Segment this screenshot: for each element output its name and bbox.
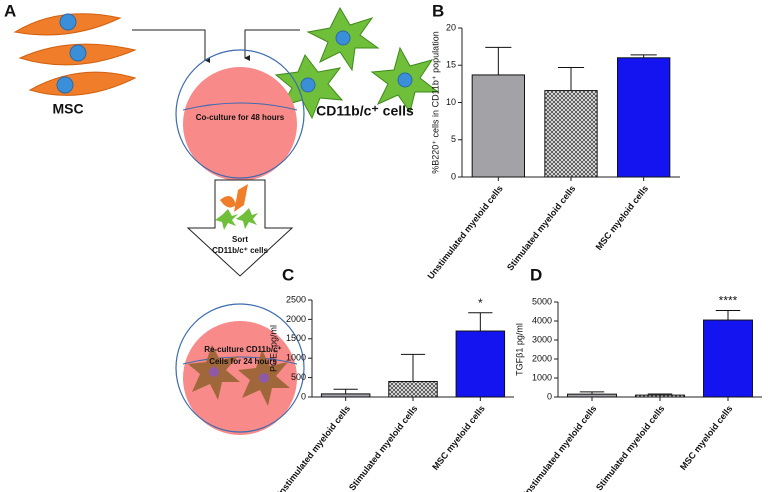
reculture-text: Re-culture CD11b/c⁺ xyxy=(204,345,282,354)
bar xyxy=(388,380,438,398)
y-axis-label: PGE₂ pg/ml xyxy=(268,325,278,372)
x-tick-label: Unstimulated myeloid cells xyxy=(425,184,504,282)
connector xyxy=(132,29,210,63)
y-tick-label: 20 xyxy=(446,22,456,32)
y-tick-label: 10 xyxy=(446,97,456,107)
annotation: * xyxy=(478,296,483,310)
x-tick-label: MSC myeloid cells xyxy=(594,184,651,252)
reculture-text: Cells for 24 hours xyxy=(209,357,277,366)
y-tick-label: 5000 xyxy=(532,296,552,306)
cell-icon xyxy=(220,196,236,208)
y-axis-label: %B220⁺ cells in CD11b⁺ population xyxy=(430,31,440,173)
y-tick-label: 2000 xyxy=(532,353,552,363)
y-tick-label: 0 xyxy=(301,391,306,401)
x-tick-label: Unstimulated myeloid cells xyxy=(519,404,598,492)
bar xyxy=(544,90,598,178)
y-tick-label: 1000 xyxy=(286,353,306,363)
dish xyxy=(175,303,305,433)
x-tick-label: MSC myeloid cells xyxy=(430,404,487,472)
myeloid-cells xyxy=(274,6,440,120)
y-tick-label: 2500 xyxy=(286,294,306,304)
x-tick-label: MSC myeloid cells xyxy=(678,404,735,472)
error-bar xyxy=(468,312,493,332)
bar xyxy=(567,393,617,398)
y-tick-label: 0 xyxy=(547,391,552,401)
error-bar xyxy=(579,391,605,395)
x-tick-label: Stimulated myeloid cells xyxy=(347,404,420,492)
error-bar xyxy=(557,66,585,91)
error-bar xyxy=(630,54,657,58)
bar xyxy=(617,57,671,178)
y-tick-label: 2000 xyxy=(286,314,306,324)
bar xyxy=(320,393,371,398)
panel-label: A xyxy=(4,1,16,20)
y-tick-label: 15 xyxy=(446,60,456,70)
y-tick-label: 1000 xyxy=(532,372,552,382)
cell-icon xyxy=(215,209,238,230)
sort-text: CD11b/c⁺ cells xyxy=(212,246,268,255)
dish xyxy=(175,49,305,179)
cell-icon xyxy=(236,208,258,229)
dish-rim xyxy=(182,356,298,365)
msc-cells xyxy=(13,13,137,96)
msc-label: MSC xyxy=(52,101,83,117)
y-tick-label: 5 xyxy=(451,134,456,144)
x-tick-label: Unstimulated myeloid cells xyxy=(273,404,352,492)
panel-label: B xyxy=(432,1,444,20)
cells-label: CD11b/c⁺ cells xyxy=(316,103,414,119)
dish-media xyxy=(183,67,297,181)
error-bar xyxy=(485,46,512,75)
annotation: **** xyxy=(719,294,738,308)
y-tick-label: 500 xyxy=(291,372,306,382)
panel-label: D xyxy=(530,265,542,284)
cell-icon xyxy=(259,373,269,383)
error-bar xyxy=(400,353,426,382)
error-bar xyxy=(647,393,673,396)
y-tick-label: 4000 xyxy=(532,315,552,325)
coculture-text: Co-culture for 48 hours xyxy=(196,113,285,122)
y-tick-label: 3000 xyxy=(532,334,552,344)
error-bar xyxy=(333,388,358,394)
y-axis-label: TGFβ1 pg/ml xyxy=(514,323,524,376)
y-tick-label: 0 xyxy=(451,171,456,181)
sort-text: Sort xyxy=(232,235,248,244)
diagram: A MSC CD11b/c⁺ cells Co-culture for 48 h… xyxy=(4,1,440,435)
bar xyxy=(635,394,685,398)
panel-label: C xyxy=(282,265,294,284)
bar xyxy=(703,319,753,398)
y-tick-label: 1500 xyxy=(286,333,306,343)
error-bar xyxy=(715,310,741,321)
cell-icon xyxy=(234,184,248,212)
cell-icon xyxy=(209,367,219,377)
x-tick-label: Stimulated myeloid cells xyxy=(594,404,667,492)
bar xyxy=(455,330,506,398)
bar xyxy=(471,74,525,178)
sort-arrow xyxy=(186,179,294,277)
connector xyxy=(244,29,300,61)
x-tick-label: Stimulated myeloid cells xyxy=(505,184,578,273)
dish-rim xyxy=(182,102,298,111)
